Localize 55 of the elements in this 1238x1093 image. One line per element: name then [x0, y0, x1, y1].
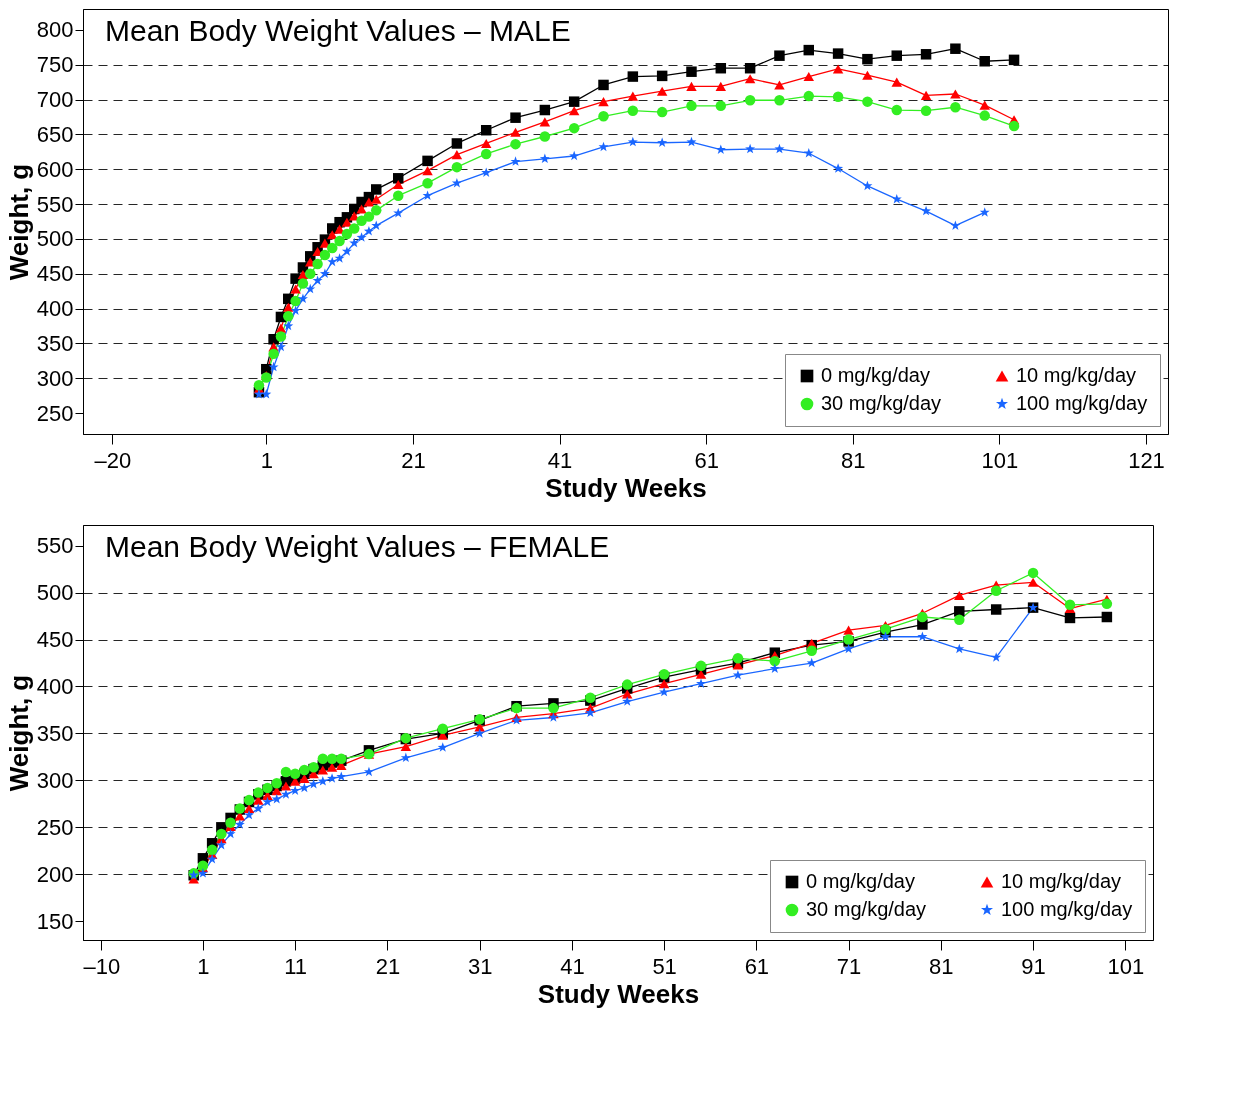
y-tick-label: 600 [36, 156, 74, 182]
x-tick-label: 61 [694, 447, 719, 473]
legend-label: 100 mg/kg/day [1016, 392, 1148, 414]
y-tick-label: 250 [36, 814, 74, 840]
x-tick-label: 11 [284, 953, 308, 979]
legend-label: 0 mg/kg/day [821, 364, 930, 386]
x-tick-label: 41 [560, 953, 585, 979]
x-tick-label: 61 [744, 953, 770, 979]
x-tick-label: 101 [981, 447, 1019, 473]
y-tick-label: 450 [36, 627, 74, 653]
x-axis-title: Study Weeks [537, 978, 700, 1009]
x-tick-label: 1 [197, 953, 210, 979]
y-axis-title: Weight, g [3, 674, 34, 792]
y-tick-label: 800 [36, 17, 74, 43]
x-tick-label: 71 [836, 953, 862, 979]
legend-label: 30 mg/kg/day [821, 392, 942, 414]
y-tick-label: 150 [36, 908, 74, 934]
y-tick-label: 300 [36, 767, 74, 793]
y-tick-label: 350 [36, 330, 74, 356]
x-tick-label: –10 [83, 953, 121, 979]
y-tick-label: 450 [36, 261, 74, 287]
y-tick-label: 550 [36, 191, 74, 217]
y-tick-label: 750 [36, 52, 74, 78]
x-tick-label: 1 [260, 447, 273, 473]
x-tick-label: 121 [1128, 447, 1165, 473]
x-tick-label: 81 [841, 447, 866, 473]
chart-title: Mean Body Weight Values – MALE [105, 14, 571, 47]
y-tick-label: 200 [36, 861, 74, 887]
x-tick-label: 31 [467, 953, 493, 979]
y-tick-label: 500 [36, 580, 74, 606]
x-tick-label: 81 [929, 953, 954, 979]
x-tick-label: –20 [94, 447, 132, 473]
y-tick-label: 300 [36, 365, 74, 391]
chart-title: Mean Body Weight Values – FEMALE [105, 530, 610, 563]
x-tick-label: 91 [1021, 953, 1046, 979]
y-axis-title: Weight, g [3, 163, 34, 281]
legend-label: 100 mg/kg/day [1001, 898, 1133, 920]
y-tick-label: 350 [36, 720, 74, 746]
y-tick-label: 700 [36, 87, 74, 113]
y-tick-label: 500 [36, 226, 74, 252]
y-tick-label: 250 [36, 400, 74, 426]
x-tick-label: 21 [401, 447, 426, 473]
y-tick-label: 400 [36, 296, 74, 322]
legend-label: 0 mg/kg/day [806, 870, 915, 892]
legend-label: 30 mg/kg/day [806, 898, 927, 920]
y-tick-label: 650 [36, 121, 74, 147]
legend-label: 10 mg/kg/day [1001, 870, 1122, 892]
x-axis-title: Study Weeks [545, 472, 707, 503]
legend-label: 10 mg/kg/day [1016, 364, 1137, 386]
y-tick-label: 400 [36, 673, 74, 699]
x-tick-label: 41 [547, 447, 573, 473]
x-tick-label: 101 [1107, 953, 1145, 979]
x-tick-label: 21 [375, 953, 401, 979]
y-tick-label: 550 [36, 533, 74, 559]
x-tick-label: 51 [652, 953, 677, 979]
